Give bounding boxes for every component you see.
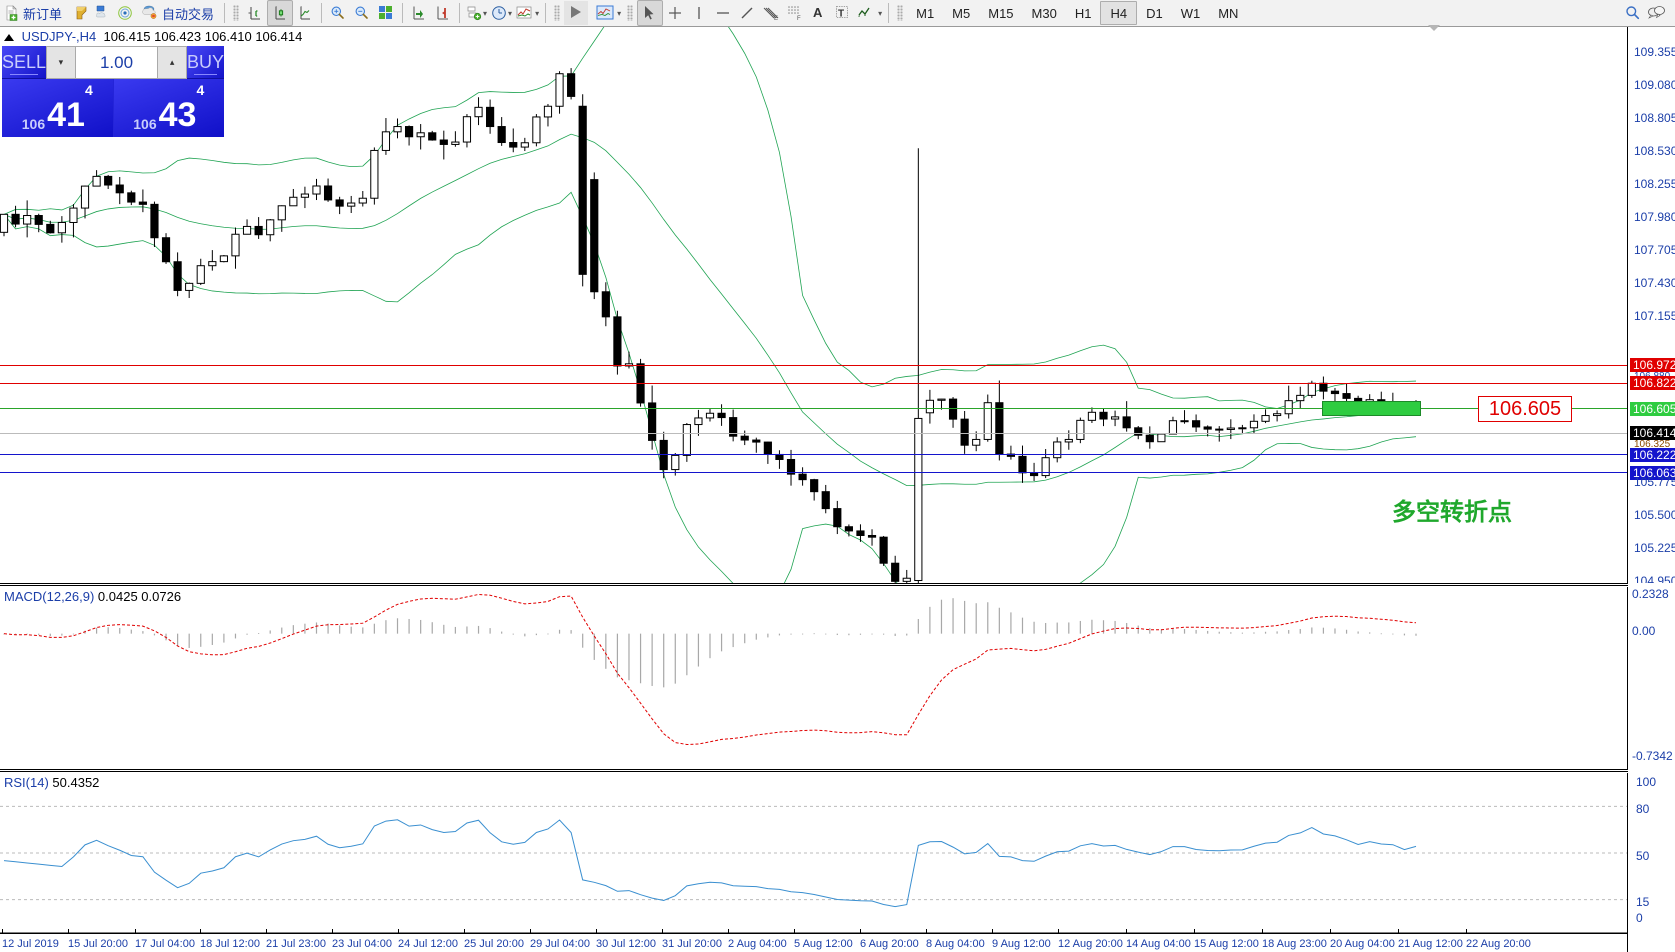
svg-text:F: F <box>797 16 801 21</box>
svg-text:E: E <box>774 16 778 21</box>
svg-text:A: A <box>813 5 823 20</box>
svg-text:T: T <box>838 9 844 20</box>
